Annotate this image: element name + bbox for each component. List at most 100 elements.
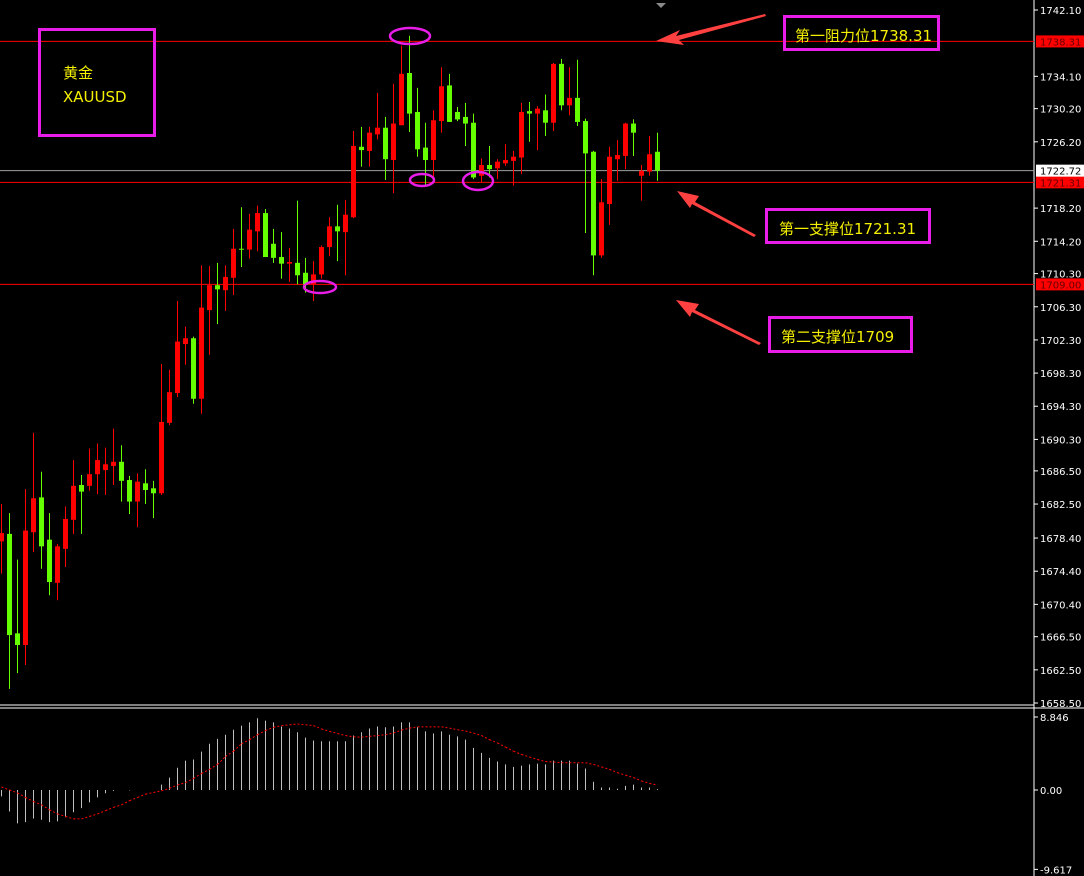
- candle-body: [287, 262, 292, 264]
- candle: [639, 165, 644, 201]
- macd-signal-segment: [473, 732, 482, 737]
- candle-body: [191, 338, 196, 399]
- candle-body: [159, 421, 164, 494]
- macd-signal-segment: [281, 724, 290, 727]
- macd-signal-segment: [89, 813, 98, 817]
- axis-tick-label: 1686.50: [1040, 467, 1081, 478]
- candle: [631, 119, 636, 156]
- candle-body: [103, 464, 108, 471]
- macd-signal-segment: [177, 782, 186, 786]
- candle-body: [239, 248, 244, 250]
- level-lines: [0, 40, 1034, 285]
- candle: [391, 83, 396, 194]
- axis-tick-label: 1694.30: [1040, 402, 1081, 413]
- candle-body: [599, 202, 604, 256]
- support1-note: 第一支撑位1721.31: [765, 208, 931, 244]
- scroll-marker-icon[interactable]: [656, 3, 666, 8]
- candle-body: [623, 123, 628, 156]
- macd-signal-segment: [201, 768, 210, 774]
- candle-body: [175, 341, 180, 393]
- candle-body: [567, 97, 572, 106]
- macd-signal-segment: [457, 729, 466, 732]
- candle: [359, 126, 364, 167]
- candle-body: [527, 111, 532, 114]
- macd-signal-segment: [521, 754, 530, 758]
- candle: [471, 113, 476, 180]
- macd-signal-segment: [625, 774, 634, 779]
- candle-body: [319, 247, 324, 275]
- candle: [207, 266, 212, 355]
- axis-tick-label: 1670.40: [1040, 600, 1081, 611]
- candle: [95, 443, 100, 495]
- candle: [263, 208, 268, 258]
- low-marker-ellipse: [302, 279, 338, 295]
- candle-body: [559, 63, 564, 106]
- candle: [551, 63, 556, 132]
- candle-body: [87, 474, 92, 486]
- candle-body: [223, 276, 228, 291]
- axis-tick-label: 1730.20: [1040, 105, 1081, 116]
- macd-signal-segment: [153, 790, 162, 793]
- axis-tick-label: 1706.30: [1040, 303, 1081, 314]
- candle: [623, 122, 628, 170]
- candle: [335, 204, 340, 262]
- macd-signal-segment: [345, 735, 354, 738]
- candle: [439, 67, 444, 133]
- candle: [159, 363, 164, 495]
- axis-tick-label: 1698.30: [1040, 369, 1081, 380]
- candle-body: [543, 110, 548, 123]
- macd-signal-segment: [33, 801, 42, 806]
- candle-body: [271, 243, 276, 258]
- candle: [87, 448, 92, 491]
- macd-signal-segment: [313, 725, 322, 730]
- candle: [111, 428, 116, 485]
- candle-body: [31, 498, 36, 533]
- candle: [519, 102, 524, 175]
- macd-signal-segment: [257, 730, 266, 736]
- candle-body: [399, 73, 404, 126]
- macd-signal-segment: [393, 729, 402, 734]
- axis-tick-label: 1710.30: [1040, 270, 1081, 281]
- symbol-name: 黄金: [63, 64, 94, 82]
- price-axis[interactable]: 1742.10 1734.10 1730.20 1726.20 1718.20 1714.…: [1034, 6, 1084, 876]
- candle: [343, 199, 348, 276]
- axis-tick-label: 1718.20: [1040, 204, 1081, 215]
- support1-label: 第一支撑位1721.31: [779, 220, 917, 238]
- resistance-note: 第一阻力位1738.31: [783, 15, 940, 51]
- candle-body: [63, 518, 68, 549]
- candle: [223, 265, 228, 311]
- level-price-label: 1709.00: [1040, 280, 1081, 291]
- candle-body: [15, 633, 20, 645]
- arrow-icon: [676, 300, 761, 345]
- macd-signal-segment: [105, 806, 114, 812]
- candle-body: [295, 262, 300, 276]
- macd-signal-segment: [633, 777, 642, 782]
- candle: [607, 146, 612, 225]
- axis-tick-label: 1690.30: [1040, 435, 1081, 446]
- candle: [71, 460, 76, 534]
- candle-body: [199, 307, 204, 399]
- candle: [47, 513, 52, 596]
- candle: [39, 471, 44, 569]
- candle: [615, 140, 620, 181]
- candle: [175, 300, 180, 398]
- candle: [63, 506, 68, 568]
- macd-signal-segment: [641, 780, 650, 784]
- macd-signal-segment: [241, 739, 250, 745]
- candle: [7, 513, 12, 689]
- candle: [567, 67, 572, 116]
- macd-signal-segment: [513, 750, 522, 755]
- candle-body: [631, 123, 636, 133]
- candle: [535, 106, 540, 151]
- macd-signal-segment: [225, 750, 234, 757]
- candle: [199, 265, 204, 414]
- candle-body: [479, 165, 484, 176]
- macd-signal-segment: [481, 735, 490, 741]
- candle-body: [415, 111, 420, 150]
- candle-body: [375, 127, 380, 135]
- candle-body: [359, 146, 364, 151]
- candle: [255, 205, 260, 252]
- candle-body: [263, 213, 268, 258]
- candle-body: [335, 226, 340, 232]
- candle: [287, 247, 292, 282]
